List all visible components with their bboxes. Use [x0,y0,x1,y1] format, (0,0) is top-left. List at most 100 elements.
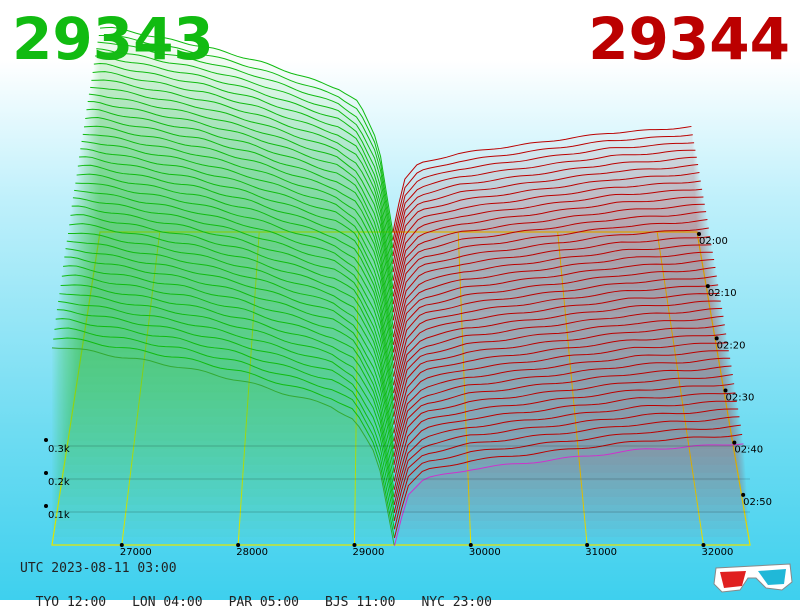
tz-tyo: TYO 12:00 [35,595,107,610]
bid-depth-line [98,34,394,241]
bid-depth-line [72,197,395,409]
ask-depth-line [392,125,692,233]
bid-depth-line [86,108,394,321]
bid-depth-line [63,265,395,473]
bid-depth-line [91,79,394,289]
bid-depth-line [79,156,394,369]
bid-depth-line [80,148,394,361]
bid-depth-line [88,93,394,305]
ask-depth-line [392,180,701,289]
bid-depth-line [90,86,394,297]
z-tick-mark [714,336,719,341]
ask-depth-line [392,211,707,321]
tz-par: PAR 05:00 [228,595,300,610]
x-tick-mark [236,543,241,547]
ask-depth-line [393,357,731,465]
ask-depth-line [392,188,703,297]
z-tick-label: 02:20 [717,340,746,351]
ask-depth-line [393,292,720,401]
y-tick-label: 0.1k [48,510,70,521]
ask-depth-line [393,424,741,530]
ask-depth-line [393,251,713,361]
ask-depth-line [393,266,716,377]
bid-depth-line [92,71,394,281]
x-grid-line [237,231,260,546]
bid-depth-line [55,318,395,521]
bid-depth-line [97,41,394,249]
ask-depth-line [392,134,693,241]
bid-depth-line [95,55,394,265]
chart-floor-outline [51,231,751,546]
ask-depth-line [393,284,719,394]
ask-depth-line [392,164,699,273]
timezone-list: TYO 12:00 LON 04:00 PAR 05:00 BJS 11:00 NYC … [20,580,518,610]
x-tick-label: 28000 [236,547,268,558]
3d-glasses-icon[interactable] [712,560,794,594]
bid-depth-line [76,173,395,385]
bid-depth-line [87,100,394,313]
ask-depth-line [393,383,735,490]
x-grid-line [457,231,472,546]
bid-depth-line [65,248,395,457]
z-tick-mark [697,232,701,236]
ask-depth-line [392,142,695,249]
ask-depth-line [393,443,744,546]
bid-depth-line [64,256,395,465]
ask-depth-line [393,433,743,539]
ask-depth-line [393,373,733,482]
ask-depth-line [393,400,737,505]
tz-bjs: BJS 11:00 [325,595,396,610]
x-grid-line [656,231,704,546]
ask-price: 29344 [588,5,790,73]
bid-depth-line [71,205,395,417]
x-tick-mark [585,543,590,547]
ask-depth-line [393,324,725,434]
y-tick-label: 0.2k [48,477,70,488]
ask-depth-line [393,365,732,473]
x-tick-mark [352,543,357,547]
bid-depth-line [85,117,394,329]
y-tick-mark [44,471,48,475]
z-tick-label: 02:50 [743,497,772,508]
utc-time: UTC 2023-08-11 03:00 [20,561,177,576]
ask-depth-line [393,275,717,386]
x-tick-label: 32000 [702,547,734,558]
bid-depth-line [70,214,395,425]
y-tick-label: 0.3k [48,444,70,455]
bid-depth-line [61,274,395,481]
x-tick-label: 30000 [469,547,501,558]
ask-depth-line [392,203,705,313]
z-tick-mark [723,388,728,393]
ask-depth-line [393,307,723,417]
bid-depth-line [77,164,395,377]
x-tick-mark [468,543,473,547]
x-tick-label: 29000 [353,547,385,558]
x-grid-line [121,231,161,546]
ask-depth-line [393,342,728,449]
z-tick-label: 02:40 [734,445,763,456]
bid-depth-line [83,125,394,337]
bid-depth-line [59,293,395,498]
x-grid-line [557,231,588,546]
tz-nyc: NYC 23:00 [421,595,492,610]
z-tick-label: 02:30 [726,393,755,404]
bid-depth-line [82,133,394,345]
y-tick-mark [44,504,48,508]
ask-depth-line [392,172,700,281]
x-tick-label: 31000 [585,547,617,558]
z-tick-mark [741,492,746,497]
x-grid-line [353,231,360,546]
bid-depth-line [81,140,394,353]
bid-depth-line [75,182,395,393]
ask-depth-line [392,218,708,329]
bid-depth-line [93,63,394,273]
bid-depth-line [67,232,395,441]
ask-depth-line [393,244,712,353]
tz-lon: LON 04:00 [132,595,203,610]
ask-depth-line [393,408,739,513]
z-tick-mark [732,440,737,445]
bid-depth-line [56,309,395,513]
ask-depth-line [393,350,729,457]
bid-depth-line [96,48,394,257]
